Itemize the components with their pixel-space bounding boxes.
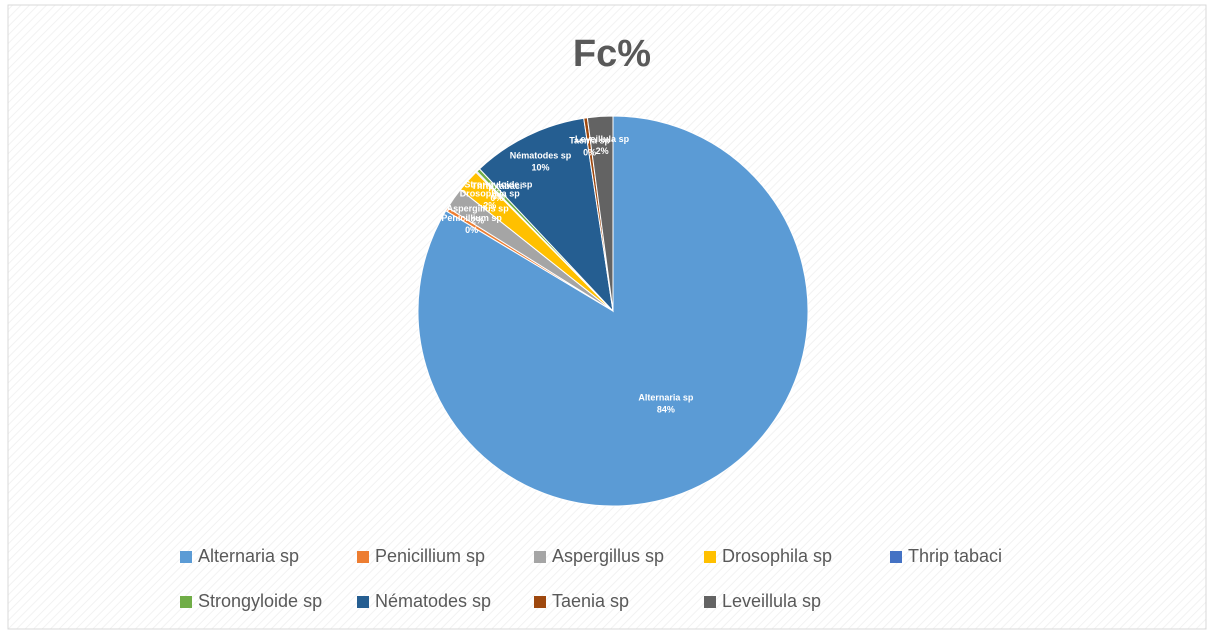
legend-marker [704, 596, 716, 608]
data-label-value: 2% [596, 146, 609, 156]
legend-label: Alternaria sp [198, 546, 299, 566]
legend-marker [890, 551, 902, 563]
legend-marker [704, 551, 716, 563]
data-label-name: Drosophila sp [460, 189, 521, 199]
data-label-value: 2% [483, 201, 496, 211]
data-label-name: Alternaria sp [638, 393, 694, 403]
data-label-name: Nématodes sp [510, 150, 572, 160]
legend-marker [534, 551, 546, 563]
data-label-value: 84% [657, 405, 675, 415]
legend-label: Nématodes sp [375, 591, 491, 611]
legend-marker [357, 551, 369, 563]
pie-slice [586, 115, 614, 312]
data-label-value: 2% [471, 216, 484, 226]
legend-label: Strongyloide sp [198, 591, 322, 611]
data-label-name: Thrip tabaci [471, 181, 522, 191]
legend-label: Penicillium sp [375, 546, 485, 566]
legend-marker [357, 596, 369, 608]
legend-label: Thrip tabaci [908, 546, 1002, 566]
pie-slice [478, 117, 614, 313]
chart-title: Fc% [573, 33, 651, 75]
legend-label: Drosophila sp [722, 546, 832, 566]
legend-label: Leveillula sp [722, 591, 821, 611]
data-label-value: 0% [465, 225, 478, 235]
legend-label: Taenia sp [552, 591, 629, 611]
data-label-name: Aspergillus sp [447, 204, 510, 214]
legend-marker [534, 596, 546, 608]
data-label-name: Taenia sp [569, 135, 610, 145]
legend-label: Aspergillus sp [552, 546, 664, 566]
data-label-value: 10% [532, 162, 550, 172]
legend-marker [180, 551, 192, 563]
data-label-name: Strongyloide sp [464, 180, 533, 190]
data-label-value: 0% [492, 192, 505, 202]
data-label-name: Leveillula sp [575, 134, 630, 144]
legend-marker [180, 596, 192, 608]
data-label-value: 0% [490, 193, 503, 203]
data-label-value: 0% [583, 147, 596, 157]
data-label-name: Penicillium sp [441, 213, 502, 223]
